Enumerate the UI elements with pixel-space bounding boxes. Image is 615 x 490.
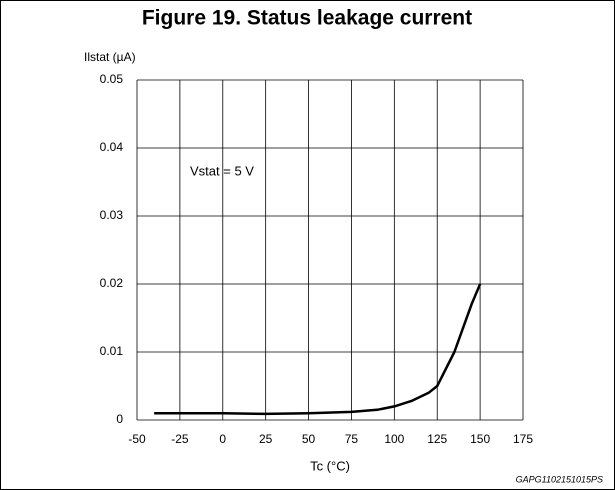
y-tick-label: 0.01 <box>100 344 124 358</box>
x-tick-label: 125 <box>427 432 447 446</box>
x-tick-label: 100 <box>384 432 404 446</box>
y-tick-label: 0.02 <box>100 276 124 290</box>
x-tick-label: 0 <box>219 432 226 446</box>
y-tick-label: 0 <box>116 412 123 426</box>
x-tick-label: -25 <box>171 432 189 446</box>
series-line <box>154 283 482 416</box>
x-tick-label: 150 <box>470 432 490 446</box>
x-tick-label: 25 <box>259 432 273 446</box>
y-tick-label: 0.04 <box>100 140 124 154</box>
y-axis-label: Ilstat (µA) <box>84 50 136 64</box>
footer: GAPG1102151015PS <box>516 474 603 484</box>
annotation: Vstat = 5 V <box>190 163 254 178</box>
x-tick-label: 75 <box>345 432 359 446</box>
chart-title: Figure 19. Status leakage current <box>142 7 472 30</box>
x-axis-label: Tc (°C) <box>310 458 350 473</box>
x-tick-label: 50 <box>302 432 316 446</box>
y-tick-label: 0.03 <box>100 208 124 222</box>
y-tick-label: 0.05 <box>100 72 124 86</box>
x-tick-label: -50 <box>128 432 146 446</box>
x-tick-label: 175 <box>513 432 533 446</box>
